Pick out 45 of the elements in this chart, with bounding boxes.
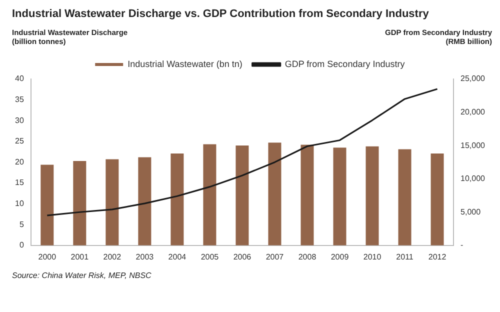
y2-tick-label: 20,000 xyxy=(460,107,486,116)
y-tick-label: 25 xyxy=(14,136,24,146)
bar xyxy=(430,153,444,246)
x-tick-label: 2009 xyxy=(330,252,350,262)
x-tick-label: 2004 xyxy=(168,252,187,262)
x-tick-label: 2012 xyxy=(428,252,447,262)
bar xyxy=(138,157,152,246)
bar xyxy=(170,153,184,246)
x-tick-label: 2003 xyxy=(136,252,154,262)
x-tick-label: 2001 xyxy=(70,252,90,262)
y2-tick-label: 5,000 xyxy=(460,207,482,216)
y2-tick-label: 25,000 xyxy=(460,74,486,84)
bar xyxy=(236,146,249,246)
y-tick-label: 10 xyxy=(14,199,24,208)
y2-tick-label: 10,000 xyxy=(460,174,486,184)
bar xyxy=(398,149,412,246)
legend-label: GDP from Secondary Industry xyxy=(284,58,406,69)
bar xyxy=(40,164,54,246)
y2-tick-label: 15,000 xyxy=(460,140,486,150)
x-tick-label: 2010 xyxy=(363,252,382,262)
y-tick-label: 0 xyxy=(19,240,24,250)
bar xyxy=(366,146,379,246)
y-tick-label: 40 xyxy=(14,74,24,84)
bar xyxy=(268,142,282,246)
chart-title: Industrial Wastewater Discharge vs. GDP Contribution from Secondary Industry xyxy=(12,8,430,20)
y2-tick-label: - xyxy=(460,240,464,250)
x-tick-label: 2007 xyxy=(266,252,284,262)
x-tick-label: 2008 xyxy=(298,252,317,262)
bar xyxy=(203,144,216,246)
bar xyxy=(106,159,119,246)
bar xyxy=(73,160,86,246)
y-tick-label: 35 xyxy=(14,95,24,104)
x-tick-label: 2000 xyxy=(38,252,57,262)
y-tick-label: 20 xyxy=(14,157,24,166)
source-note: Source: China Water Risk, MEP, NBSC xyxy=(12,271,152,280)
y-tick-label: 30 xyxy=(14,116,24,125)
y-tick-label: 5 xyxy=(19,220,24,229)
legend-label: Industrial Wastewater (bn tn) xyxy=(128,58,242,69)
x-tick-label: 2002 xyxy=(103,252,122,262)
bar xyxy=(333,148,346,246)
y-tick-label: 15 xyxy=(14,178,24,188)
bar xyxy=(300,144,314,246)
x-tick-label: 2005 xyxy=(200,252,220,262)
x-tick-label: 2011 xyxy=(396,252,414,262)
x-tick-label: 2006 xyxy=(233,252,252,262)
